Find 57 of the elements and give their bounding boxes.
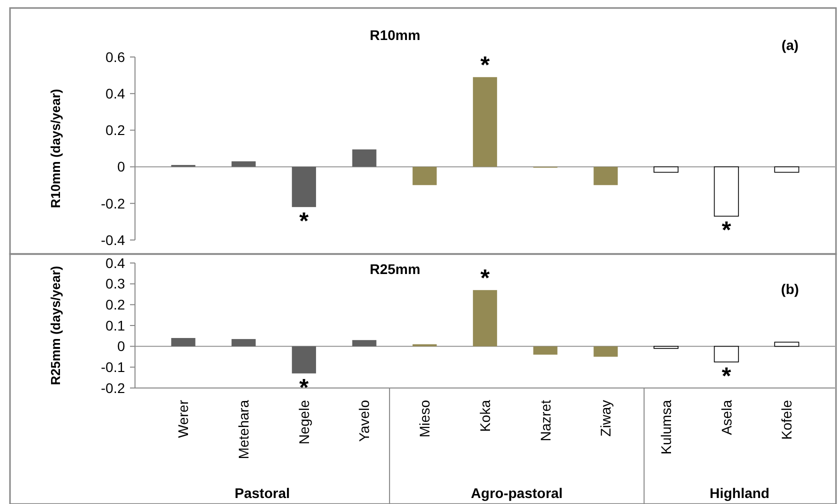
bar bbox=[654, 166, 679, 173]
annotation: (b) bbox=[781, 281, 799, 297]
x-tick-label: Ziway bbox=[598, 400, 614, 437]
y-tick-label: -0.2 bbox=[100, 195, 126, 212]
y-tick-label: 0.6 bbox=[106, 48, 126, 65]
annotation: * bbox=[480, 265, 490, 292]
x-tick-label: Mieso bbox=[416, 400, 433, 438]
x-tick-label: Kofele bbox=[778, 400, 795, 440]
bar bbox=[714, 166, 739, 217]
bar bbox=[352, 340, 376, 346]
bar bbox=[594, 346, 618, 357]
annotation: * bbox=[299, 208, 310, 236]
bar bbox=[171, 338, 196, 346]
annotation: * bbox=[722, 217, 732, 244]
y-tick-label: 0.4 bbox=[106, 86, 126, 102]
bar bbox=[654, 346, 679, 349]
bar bbox=[472, 77, 498, 167]
bar bbox=[292, 166, 316, 208]
x-tick-label: Yavelo bbox=[356, 400, 372, 442]
text: Pastoral bbox=[234, 485, 290, 501]
x-tick-label: Metehara bbox=[236, 400, 252, 460]
y-tick-label: 0 bbox=[117, 338, 126, 354]
text: Agro-pastoral bbox=[470, 485, 563, 501]
x-tick-label: Negele bbox=[296, 400, 312, 444]
chart-title: R25mm bbox=[370, 261, 420, 277]
bar bbox=[774, 166, 800, 173]
y-axis-title: R25mm (days/year) bbox=[48, 266, 63, 386]
bar bbox=[292, 346, 316, 374]
annotation: * bbox=[722, 362, 732, 390]
bar bbox=[533, 346, 558, 355]
y-tick-label: 0.2 bbox=[106, 296, 126, 313]
chart-title: R10mm bbox=[370, 27, 420, 43]
bar bbox=[714, 346, 739, 362]
y-tick-label: 0 bbox=[117, 158, 126, 175]
y-tick-label: 0.1 bbox=[106, 317, 126, 334]
y-axis-title: R10mm (days/year) bbox=[48, 88, 63, 208]
y-tick-label: 0.2 bbox=[106, 122, 126, 138]
x-tick-label: Werer bbox=[175, 400, 192, 438]
y-tick-label: 0.4 bbox=[106, 254, 126, 271]
x-tick-label: Kulumsa bbox=[658, 400, 674, 454]
bar bbox=[412, 166, 437, 186]
annotation: * bbox=[299, 374, 310, 402]
x-tick-label: Asela bbox=[718, 400, 734, 436]
bar bbox=[352, 149, 376, 167]
bar bbox=[232, 339, 256, 346]
bar bbox=[594, 166, 618, 186]
y-tick-label: -0.1 bbox=[100, 359, 126, 376]
x-tick-label: Nazret bbox=[537, 400, 554, 442]
y-tick-label: -0.2 bbox=[100, 380, 126, 396]
y-tick-label: 0.3 bbox=[106, 276, 126, 292]
bar bbox=[232, 161, 256, 167]
bar bbox=[472, 290, 498, 346]
x-tick-label: Koka bbox=[476, 400, 493, 432]
text: (a) bbox=[781, 37, 799, 53]
y-tick-label: -0.4 bbox=[100, 232, 126, 248]
annotation: * bbox=[480, 52, 490, 80]
text: Highland bbox=[710, 485, 770, 501]
